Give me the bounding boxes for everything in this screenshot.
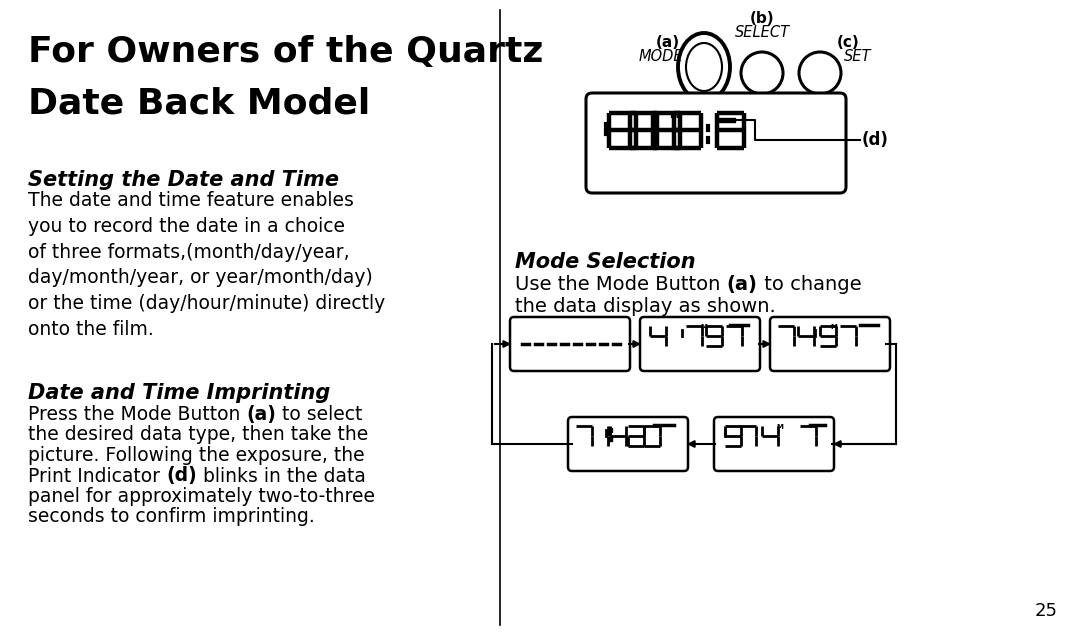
Text: (d): (d) bbox=[166, 467, 197, 486]
Text: M: M bbox=[670, 111, 678, 120]
Text: to change: to change bbox=[757, 275, 861, 294]
Text: SELECT: SELECT bbox=[734, 25, 789, 40]
Text: Print Indicator: Print Indicator bbox=[28, 467, 166, 486]
Text: SET: SET bbox=[845, 49, 872, 64]
Text: Press the Mode Button: Press the Mode Button bbox=[28, 405, 246, 424]
FancyBboxPatch shape bbox=[568, 417, 688, 471]
Text: the data display as shown.: the data display as shown. bbox=[515, 297, 775, 316]
Text: M: M bbox=[831, 324, 837, 330]
Text: (a): (a) bbox=[246, 405, 276, 424]
Text: Date and Time Imprinting: Date and Time Imprinting bbox=[28, 383, 330, 403]
Text: panel for approximately two-to-three: panel for approximately two-to-three bbox=[28, 487, 375, 506]
Text: Mode Selection: Mode Selection bbox=[515, 252, 696, 272]
Text: MODE: MODE bbox=[638, 49, 684, 64]
FancyBboxPatch shape bbox=[510, 317, 630, 371]
Text: For Owners of the Quartz: For Owners of the Quartz bbox=[28, 35, 543, 69]
FancyBboxPatch shape bbox=[640, 317, 760, 371]
Text: blinks in the data: blinks in the data bbox=[197, 467, 366, 486]
Text: seconds to confirm imprinting.: seconds to confirm imprinting. bbox=[28, 507, 314, 526]
Text: (d): (d) bbox=[862, 131, 889, 149]
FancyBboxPatch shape bbox=[770, 317, 890, 371]
Text: Date Back Model: Date Back Model bbox=[28, 87, 370, 121]
Text: (a): (a) bbox=[727, 275, 757, 294]
Text: (c): (c) bbox=[837, 35, 860, 50]
Text: The date and time feature enables
you to record the date in a choice
of three fo: The date and time feature enables you to… bbox=[28, 191, 386, 338]
Text: (b): (b) bbox=[750, 11, 774, 26]
Text: 25: 25 bbox=[1035, 602, 1058, 620]
Text: Setting the Date and Time: Setting the Date and Time bbox=[28, 170, 339, 190]
FancyBboxPatch shape bbox=[714, 417, 834, 471]
Text: (a): (a) bbox=[656, 35, 680, 50]
Text: picture. Following the exposure, the: picture. Following the exposure, the bbox=[28, 446, 365, 465]
Text: M: M bbox=[701, 324, 707, 330]
Text: Use the Mode Button: Use the Mode Button bbox=[515, 275, 727, 294]
Text: M: M bbox=[777, 424, 783, 430]
Text: to select: to select bbox=[276, 405, 363, 424]
Text: the desired data type, then take the: the desired data type, then take the bbox=[28, 425, 368, 444]
FancyBboxPatch shape bbox=[586, 93, 846, 193]
